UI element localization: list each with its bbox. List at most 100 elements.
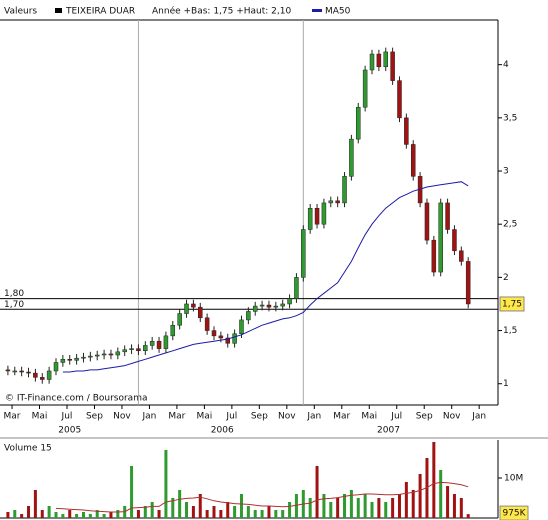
x-tick-label: Nov (443, 412, 461, 422)
volume-bar (363, 494, 367, 518)
candle-body (40, 377, 45, 380)
volume-bar (274, 510, 278, 518)
x-tick-label: Jul (225, 412, 237, 422)
candle-body (156, 340, 162, 349)
volume-bar (116, 510, 120, 518)
candle-body (211, 330, 217, 337)
volume-bar (205, 510, 209, 518)
legend-swatch (312, 9, 322, 12)
candle-body (143, 345, 148, 352)
candle-body (410, 144, 416, 177)
volume-bar (212, 506, 216, 518)
candle-body (328, 200, 334, 204)
candle-body (108, 353, 114, 356)
volume-bar (157, 510, 161, 518)
legend-swatch (55, 8, 62, 13)
volume-bar (40, 510, 44, 518)
legend-title: Valeurs (4, 7, 37, 17)
candle-body (335, 200, 340, 204)
volume-bar (253, 510, 257, 518)
candle-body (170, 324, 176, 337)
candle-body (26, 371, 31, 374)
chart-title: TEIXEIRA DUAR (65, 7, 135, 17)
volume-bar (219, 510, 223, 518)
candle-body (184, 303, 189, 314)
last-volume-label: 975K (502, 509, 526, 519)
candle-body (424, 202, 430, 241)
volume-bar (391, 498, 395, 518)
y-tick-label: 1,5 (503, 326, 517, 336)
year-label: 2005 (58, 426, 81, 436)
candle-body (53, 362, 59, 372)
x-tick-label: Sep (251, 412, 268, 422)
volume-bar (343, 494, 347, 518)
candle-body (287, 298, 292, 305)
volume-bar (322, 494, 326, 518)
reference-label: 1,70 (4, 300, 24, 310)
x-tick-label: Jan (471, 412, 486, 422)
candle-body (452, 229, 457, 252)
volume-bar (329, 502, 333, 518)
x-tick-label: Mar (333, 412, 350, 422)
x-tick-label: Sep (86, 412, 103, 422)
x-tick-label: Mar (4, 412, 21, 422)
candle-body (307, 207, 313, 230)
volume-bar (20, 514, 24, 518)
volume-bar (459, 498, 463, 518)
volume-ma-line (55, 481, 469, 513)
last-price-box (499, 296, 525, 312)
volume-bar (27, 506, 31, 518)
volume-bar (439, 470, 443, 518)
x-tick-label: Mar (168, 412, 185, 422)
candle-body (252, 305, 258, 312)
volume-bar (75, 514, 79, 518)
volume-bar (88, 514, 92, 518)
volume-bar (446, 486, 450, 518)
candle-body (321, 202, 327, 225)
legend-label: MA50 (325, 7, 351, 17)
candle-body (239, 319, 244, 334)
candle-body (431, 239, 437, 273)
candle-body (101, 353, 107, 356)
candle-body (67, 359, 72, 361)
volume-title: Volume 15 (4, 444, 52, 454)
candle-body (294, 277, 299, 299)
candle-body (445, 202, 450, 230)
x-tick-label: Mai (32, 412, 48, 422)
candle-body (314, 207, 320, 225)
x-tick-label: Jan (141, 412, 156, 422)
volume-bar (6, 512, 10, 518)
candle-body (369, 53, 375, 71)
x-tick-label: Mai (361, 412, 377, 422)
x-tick-label: Jan (306, 412, 321, 422)
x-tick-label: Jul (61, 412, 73, 422)
candle-body (115, 351, 121, 356)
volume-bar (384, 502, 388, 518)
volume-bar (54, 512, 58, 518)
candle-body (136, 348, 141, 352)
candle-body (459, 250, 464, 262)
candle-body (33, 372, 38, 378)
candle-body (404, 117, 409, 145)
candle-body (259, 304, 265, 307)
volume-bar (349, 490, 353, 518)
x-tick-label: Nov (278, 412, 296, 422)
candle-body (342, 176, 347, 204)
candle-body (266, 304, 272, 308)
y-tick-label: 10M (504, 474, 523, 484)
volume-bar (226, 502, 230, 518)
candle-body (246, 311, 251, 321)
volume-bar (81, 512, 85, 518)
x-tick-label: Mai (196, 412, 212, 422)
candle-body (225, 337, 230, 344)
candle-body (356, 106, 361, 140)
candle-body (177, 313, 182, 326)
candle-body (12, 370, 18, 373)
year-label: 2007 (377, 426, 400, 436)
credit: © IT-Finance.com / Boursorama (5, 394, 147, 404)
volume-bar (356, 498, 360, 518)
y-tick-label: 3,5 (503, 113, 517, 123)
candle-body (390, 51, 395, 81)
